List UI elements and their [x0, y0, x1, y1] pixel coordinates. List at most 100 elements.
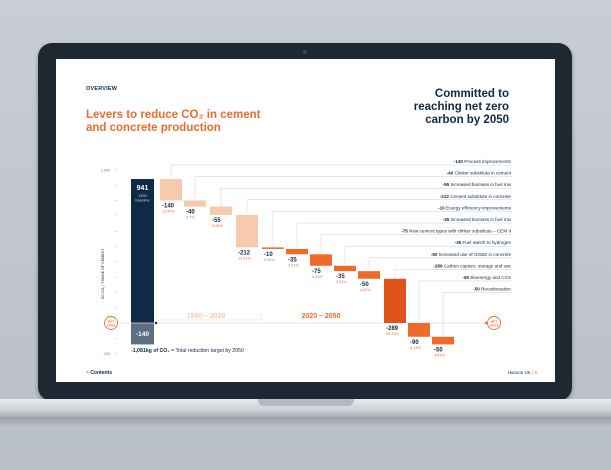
step-value-label: -35 [288, 257, 297, 263]
lever-name: Clinker substitute in cement [455, 171, 512, 176]
lever-label: -289 Carbon capture, storage and use [433, 263, 511, 268]
step-value-label: -289 [386, 326, 399, 332]
waterfall-step-bar [236, 214, 258, 248]
lever-name: Fuel switch to hydrogen [462, 240, 511, 245]
commitment-title-line-2: reaching net zero [413, 101, 509, 113]
laptop-shadow [0, 417, 611, 427]
laptop-base [0, 399, 611, 417]
step-percent-label: 4.63% [434, 353, 445, 357]
period-label-2: 2020 – 2050 [302, 313, 341, 320]
waterfall-step-bar [286, 248, 308, 255]
step-percent-label: 3.7% [186, 216, 195, 220]
section-label: OVERVIEW [86, 86, 118, 92]
net-zero-label: ZERO [490, 323, 499, 327]
lever-value: -140 [454, 159, 464, 164]
step-value-label: -55 [212, 218, 221, 224]
slide-title-line-2: and concrete production [86, 122, 221, 134]
waterfall-step-bar [184, 200, 206, 207]
step-value-label: -10 [264, 252, 273, 258]
lever-name: Process improvements [464, 159, 511, 164]
waterfall-step-bar [262, 247, 284, 249]
lever-name: Increased biomass in fuel mix [450, 182, 511, 187]
zero-line-dot [484, 321, 488, 325]
slide-title: Levers to reduce CO₂ in cement and concr… [86, 109, 326, 135]
lever-label: -140 Process improvements [454, 159, 512, 164]
waterfall-step-bar [432, 336, 454, 345]
lever-value: -50 [431, 252, 439, 257]
lever-name: Recarbonation [481, 287, 511, 292]
waterfall-step-bar [358, 271, 380, 279]
chevron-right-icon: > [86, 370, 89, 376]
lever-name: Increased use of GGBS in concrete [439, 252, 512, 257]
lever-value: -35 [455, 240, 463, 245]
slide-screen: OVERVIEW Levers to reduce CO₂ in cement … [56, 59, 555, 382]
total-value: -1,081kg of CO₂ [131, 348, 170, 354]
commitment-title: Committed to reaching net zero carbon by… [369, 88, 509, 127]
step-percent-label: 5.08% [212, 224, 223, 228]
residual-bar [131, 323, 154, 345]
step-percent-label: 26.73% [386, 332, 400, 336]
lever-name: Cement substitute in concrete [450, 194, 511, 199]
residual-value: -140 [136, 331, 149, 338]
net-zero-marker [104, 316, 118, 330]
lever-value: -212 [440, 194, 450, 199]
step-percent-label: 3.23% [336, 280, 347, 284]
y-tick-label: -200 [103, 352, 110, 356]
lever-label: -55 Increased biomass in fuel mix [443, 182, 512, 187]
lever-label: -50 Increased use of GGBS in concrete [431, 252, 512, 257]
step-percent-label: 8.33% [410, 346, 421, 350]
lever-value: -75 [401, 229, 409, 234]
zero-line-dot [154, 321, 158, 325]
contents-label: Contents [90, 370, 112, 376]
lever-value: -35 [443, 217, 451, 222]
net-zero-label: NET [108, 320, 114, 324]
contents-link[interactable]: > Contents [86, 370, 112, 376]
lever-name: New cement types with clinker substitute… [409, 229, 511, 234]
total-description: = Total reduction target by 2050 [170, 348, 244, 354]
waterfall-step-bar [160, 179, 182, 201]
step-value-label: -140 [162, 203, 175, 209]
baseline-value: 941 [137, 185, 149, 192]
y-axis-label: KG CO₂ / TONNE OF CEMENT [101, 248, 105, 299]
step-percent-label: 3.23% [288, 263, 299, 267]
lever-name: Increased biomass in fuel mix [450, 217, 511, 222]
step-value-label: -50 [434, 347, 443, 353]
lever-value: -50 [473, 287, 481, 292]
waterfall-step-bar [310, 254, 332, 266]
lever-name: Energy efficiency improvements [446, 205, 512, 210]
total-reduction-text: -1,081kg of CO₂ = Total reduction target… [131, 348, 244, 354]
footer-brand: Hanson UK | 5 [507, 370, 537, 375]
commitment-title-line-3: carbon by 2050 [425, 114, 509, 126]
lever-label: -75 New cement types with clinker substi… [401, 229, 511, 234]
lever-label: -10 Energy efficiency improvements [438, 205, 512, 210]
lever-name: Bioenergy and CCS [470, 275, 511, 280]
baseline-sub-label: baseline [135, 199, 149, 203]
waterfall-step-bar [210, 206, 232, 215]
step-value-label: -212 [238, 250, 251, 256]
step-percent-label: 6.93% [312, 275, 323, 279]
net-zero-label: ZERO [107, 323, 116, 327]
brand-name: Hanson UK [507, 370, 531, 375]
step-value-label: -40 [186, 210, 195, 216]
y-tick-label: 1,000 [101, 169, 110, 173]
baseline-sub-label: 1990 [138, 194, 146, 198]
waterfall-step-bar [334, 265, 356, 272]
waterfall-step-bar [408, 323, 430, 337]
lever-label: -35 Fuel switch to hydrogen [455, 240, 512, 245]
lever-label: -212 Cement substitute in concrete [440, 194, 512, 199]
lever-label: -40 Clinker substitute in cement [447, 171, 512, 176]
page-number: 5 [534, 370, 537, 375]
waterfall-chart: KG CO₂ / TONNE OF CEMENT1,0000-200941199… [101, 159, 513, 357]
step-percent-label: 12.95% [162, 209, 176, 213]
step-value-label: -75 [312, 269, 321, 275]
step-value-label: -90 [410, 340, 419, 346]
webcam-icon [303, 50, 307, 54]
lever-label: -35 Increased biomass in fuel mix [443, 217, 512, 222]
lever-value: -55 [443, 182, 451, 187]
lever-value: -10 [438, 205, 446, 210]
step-percent-label: 19.61% [238, 256, 252, 260]
lever-value: -40 [447, 171, 455, 176]
lever-label: -50 Recarbonation [473, 287, 511, 292]
net-zero-label: NET [491, 320, 497, 324]
